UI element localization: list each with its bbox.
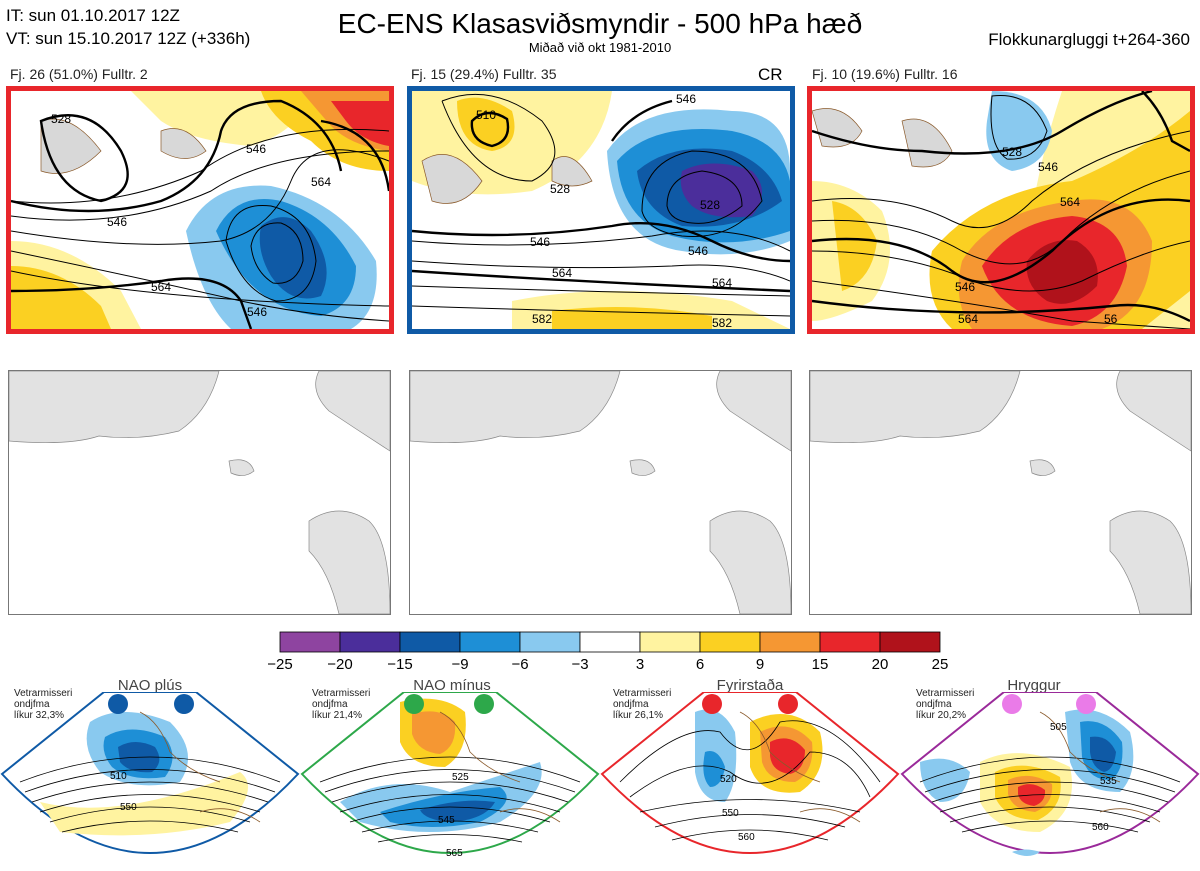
colorbar-tick-label: −9 [451, 656, 468, 673]
initial-time: IT: sun 01.10.2017 12Z [6, 6, 180, 25]
contour-label: 546 [1038, 160, 1058, 174]
cluster-2-label: Fj. 15 (29.4%) Fulltr. 35 [411, 66, 557, 82]
colorbar-tick-label: −25 [267, 656, 292, 673]
contour-label: 550 [722, 808, 739, 819]
blank-map-1 [8, 370, 391, 615]
colorbar-bin [759, 631, 821, 653]
colorbar-bin [279, 631, 341, 653]
colorbar-tick-label: −3 [571, 656, 588, 673]
contour-label: 520 [720, 774, 737, 785]
colorbar-tick-label: 3 [636, 656, 644, 673]
colorbar-bin [399, 631, 461, 653]
contour-label: 564 [151, 280, 171, 294]
contour-label: 528 [700, 198, 720, 212]
contour-label: 560 [1092, 822, 1109, 833]
regime-3-info: Vetrarmisseri ondjfma líkur 26,1% [613, 688, 672, 721]
contour-label: 528 [1002, 145, 1022, 159]
regime-2-name: NAO mínus [413, 677, 491, 694]
colorbar-bin [519, 631, 581, 653]
contour-label: 546 [955, 280, 975, 294]
contour-label: 565 [446, 848, 463, 859]
contour-label: 546 [530, 235, 550, 249]
colorbar-tick-label: −15 [387, 656, 412, 673]
page-title: EC-ENS Klasasviðsmyndir - 500 hPa hæð [337, 8, 863, 39]
colorbar-tick-label: 15 [812, 656, 829, 673]
contour-label: 560 [738, 832, 755, 843]
contour-label: 545 [438, 815, 455, 826]
colorbar-bin [639, 631, 701, 653]
regime-3-name: Fyrirstaða [716, 677, 784, 694]
cluster-2-map: 510 546 528 546 528 546 564 564 582 582 [407, 86, 795, 334]
contour-label: 510 [110, 771, 127, 782]
regime-3-fan: 520 550 560 [600, 692, 900, 854]
colorbar-bin [699, 631, 761, 653]
contour-label: 564 [311, 175, 331, 189]
colorbar-bin [579, 631, 641, 653]
contour-label: 546 [107, 215, 127, 229]
contour-label: 546 [688, 244, 708, 258]
contour-label: 564 [1060, 195, 1080, 209]
colorbar-tick-label: −20 [327, 656, 352, 673]
regime-1-name: NAO plús [117, 677, 183, 694]
colorbar-tick-label: 25 [932, 656, 949, 673]
page-subtitle: Miðað við okt 1981-2010 [528, 40, 672, 55]
regime-2-fan: 525 545 565 [300, 692, 600, 859]
blank-map-2 [409, 370, 792, 615]
colorbar-bin [819, 631, 881, 653]
regime-4-fan: 505 535 560 [900, 692, 1200, 856]
contour-label: 525 [452, 772, 469, 783]
cluster-3-label: Fj. 10 (19.6%) Fulltr. 16 [812, 66, 958, 82]
regime-1-fan: 510 550 [0, 692, 300, 854]
cluster-3-map: 528 546 564 546 564 56 [807, 86, 1195, 334]
regimes-row: Vetrarmisseri ondjfma líkur 32,3% NAO pl… [0, 670, 1200, 871]
colorbar: −25 −20 −15 −9 −6 −3 3 6 9 15 20 25 [267, 631, 948, 677]
colorbar-bin [879, 631, 941, 653]
contour-label: 582 [712, 316, 732, 329]
colorbar-tick-label: 9 [756, 656, 764, 673]
valid-time: VT: sun 15.10.2017 12Z (+336h) [6, 29, 251, 48]
contour-label: 546 [247, 305, 267, 319]
contour-label: 582 [532, 312, 552, 326]
contour-label: 535 [1100, 776, 1117, 787]
contour-label: 546 [676, 92, 696, 106]
cluster-1-label: Fj. 26 (51.0%) Fulltr. 2 [10, 66, 148, 82]
colorbar-bin [339, 631, 401, 653]
contour-label: 564 [552, 266, 572, 280]
regime-4-name: Hryggur [1007, 677, 1061, 694]
contour-label: 564 [958, 312, 978, 326]
contour-label: 528 [550, 182, 570, 196]
classification-window: Flokkunargluggi t+264-360 [988, 30, 1190, 49]
colorbar-tick-label: 20 [872, 656, 889, 673]
contour-label: 56 [1104, 312, 1118, 326]
colorbar-tick-label: 6 [696, 656, 704, 673]
header-run-info: IT: sun 01.10.2017 12Z VT: sun 15.10.201… [6, 4, 250, 50]
colorbar-bin [459, 631, 521, 653]
cluster-1-map: 528 546 564 546 564 546 [6, 86, 394, 334]
cluster-2-tag: CR [758, 65, 783, 84]
contour-label: 510 [476, 108, 496, 122]
regime-1-info: Vetrarmisseri ondjfma líkur 32,3% [14, 688, 73, 721]
contour-label: 528 [51, 112, 71, 126]
regime-4-info: Vetrarmisseri ondjfma líkur 20,2% [916, 688, 975, 721]
regime-2-info: Vetrarmisseri ondjfma líkur 21,4% [312, 688, 371, 721]
contour-label: 505 [1050, 722, 1067, 733]
contour-label: 564 [712, 276, 732, 290]
colorbar-svg: −25 −20 −15 −9 −6 −3 3 6 9 15 20 25 [267, 631, 948, 673]
contour-label: 550 [120, 802, 137, 813]
colorbar-tick-label: −6 [511, 656, 528, 673]
contour-label: 546 [246, 142, 266, 156]
blank-map-3 [809, 370, 1192, 615]
